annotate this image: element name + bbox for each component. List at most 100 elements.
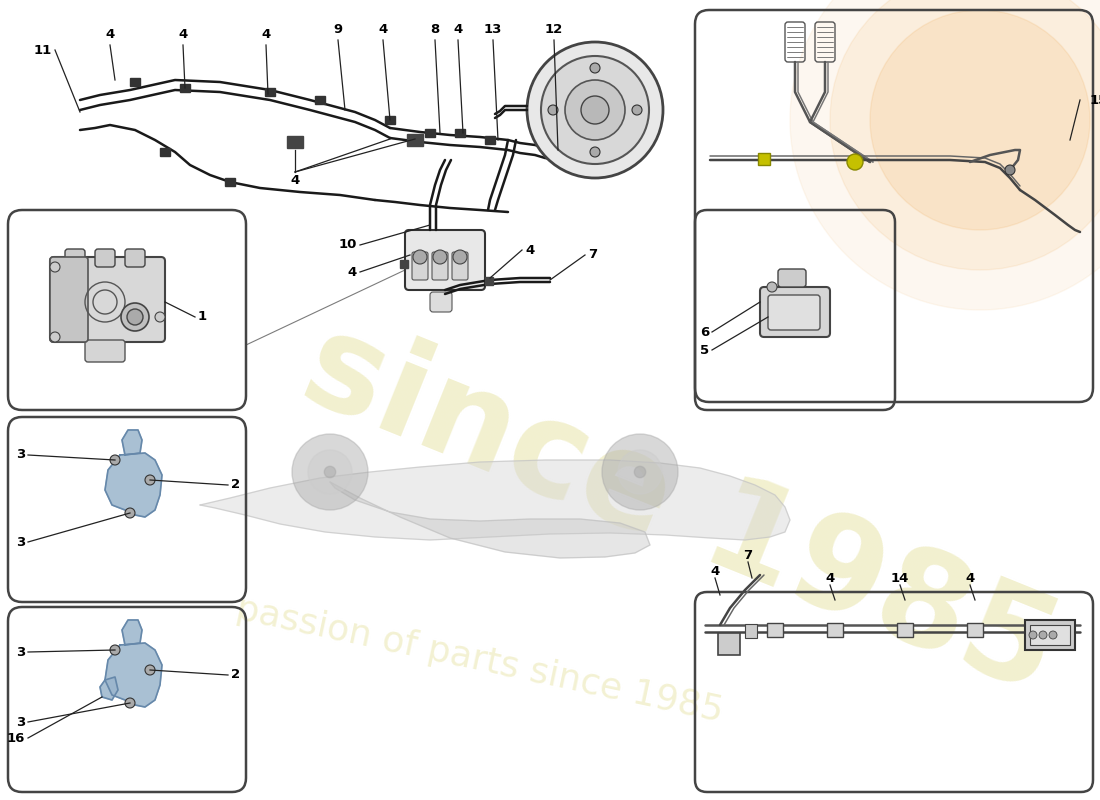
Circle shape — [1040, 631, 1047, 639]
Circle shape — [412, 250, 427, 264]
Bar — [827, 623, 843, 637]
Text: 4: 4 — [348, 266, 358, 278]
Bar — [758, 153, 770, 165]
Text: 4: 4 — [453, 23, 463, 36]
Circle shape — [635, 466, 646, 478]
Circle shape — [581, 96, 609, 124]
Polygon shape — [122, 430, 142, 455]
Circle shape — [324, 466, 336, 478]
Polygon shape — [330, 482, 650, 558]
FancyBboxPatch shape — [405, 230, 485, 290]
Text: 5: 5 — [700, 343, 710, 357]
Circle shape — [602, 434, 678, 510]
Text: 4: 4 — [262, 28, 271, 41]
Circle shape — [830, 0, 1100, 270]
Circle shape — [121, 303, 148, 331]
FancyBboxPatch shape — [432, 252, 448, 280]
Text: 7: 7 — [588, 249, 597, 262]
Bar — [967, 623, 983, 637]
Text: 10: 10 — [339, 238, 358, 251]
Text: 3: 3 — [15, 646, 25, 658]
Text: 4: 4 — [106, 28, 114, 41]
FancyBboxPatch shape — [95, 249, 116, 267]
FancyBboxPatch shape — [50, 257, 165, 342]
Text: since 1985: since 1985 — [286, 302, 1075, 718]
Text: 12: 12 — [544, 23, 563, 36]
Circle shape — [847, 154, 864, 170]
Circle shape — [790, 0, 1100, 310]
Text: 4: 4 — [290, 174, 299, 186]
FancyBboxPatch shape — [430, 292, 452, 312]
Circle shape — [126, 309, 143, 325]
Text: 15: 15 — [1090, 94, 1100, 106]
Bar — [767, 623, 783, 637]
Text: 8: 8 — [430, 23, 440, 36]
Bar — [407, 134, 424, 146]
Text: 1: 1 — [198, 310, 207, 323]
FancyBboxPatch shape — [760, 287, 830, 337]
Circle shape — [541, 56, 649, 164]
Polygon shape — [104, 643, 162, 707]
Bar — [226, 178, 235, 186]
Circle shape — [590, 147, 600, 157]
Text: 6: 6 — [700, 326, 710, 338]
Bar — [287, 136, 303, 148]
Bar — [485, 277, 493, 285]
Bar — [315, 96, 324, 104]
Polygon shape — [200, 460, 790, 540]
Bar — [160, 148, 170, 156]
Bar — [896, 623, 913, 637]
Text: 2: 2 — [231, 478, 240, 491]
Polygon shape — [104, 453, 162, 517]
Text: 4: 4 — [711, 565, 719, 578]
Text: 4: 4 — [966, 572, 975, 585]
Bar — [1030, 625, 1070, 645]
Circle shape — [453, 250, 468, 264]
Circle shape — [50, 332, 60, 342]
Polygon shape — [122, 620, 142, 645]
Text: 2: 2 — [231, 669, 240, 682]
Bar — [385, 116, 395, 124]
Circle shape — [50, 262, 60, 272]
FancyBboxPatch shape — [50, 257, 88, 342]
FancyBboxPatch shape — [125, 249, 145, 267]
Circle shape — [632, 105, 642, 115]
Circle shape — [870, 10, 1090, 230]
Text: 11: 11 — [34, 43, 52, 57]
FancyBboxPatch shape — [452, 252, 468, 280]
Text: 4: 4 — [378, 23, 387, 36]
Circle shape — [1028, 631, 1037, 639]
Text: 3: 3 — [15, 715, 25, 729]
Bar — [400, 260, 408, 268]
FancyBboxPatch shape — [65, 249, 85, 267]
Circle shape — [308, 450, 352, 494]
Text: 4: 4 — [825, 572, 835, 585]
FancyBboxPatch shape — [778, 269, 806, 287]
Text: 14: 14 — [891, 572, 910, 585]
Circle shape — [145, 475, 155, 485]
Bar — [485, 136, 495, 144]
Circle shape — [110, 455, 120, 465]
Text: 3: 3 — [15, 535, 25, 549]
Circle shape — [1049, 631, 1057, 639]
Text: 9: 9 — [333, 23, 342, 36]
Bar — [1025, 620, 1075, 650]
Circle shape — [590, 63, 600, 73]
Circle shape — [155, 312, 165, 322]
Circle shape — [145, 665, 155, 675]
Text: 4: 4 — [178, 28, 188, 41]
Circle shape — [767, 282, 777, 292]
Bar — [130, 78, 140, 86]
Bar — [455, 129, 465, 137]
Text: passion of parts since 1985: passion of parts since 1985 — [233, 592, 727, 728]
Circle shape — [565, 80, 625, 140]
Bar — [180, 84, 190, 92]
Bar — [718, 633, 740, 655]
Bar — [265, 88, 275, 96]
FancyBboxPatch shape — [85, 340, 125, 362]
Text: 4: 4 — [525, 243, 535, 257]
Text: 3: 3 — [15, 449, 25, 462]
Circle shape — [618, 450, 662, 494]
Circle shape — [292, 434, 368, 510]
Circle shape — [433, 250, 447, 264]
